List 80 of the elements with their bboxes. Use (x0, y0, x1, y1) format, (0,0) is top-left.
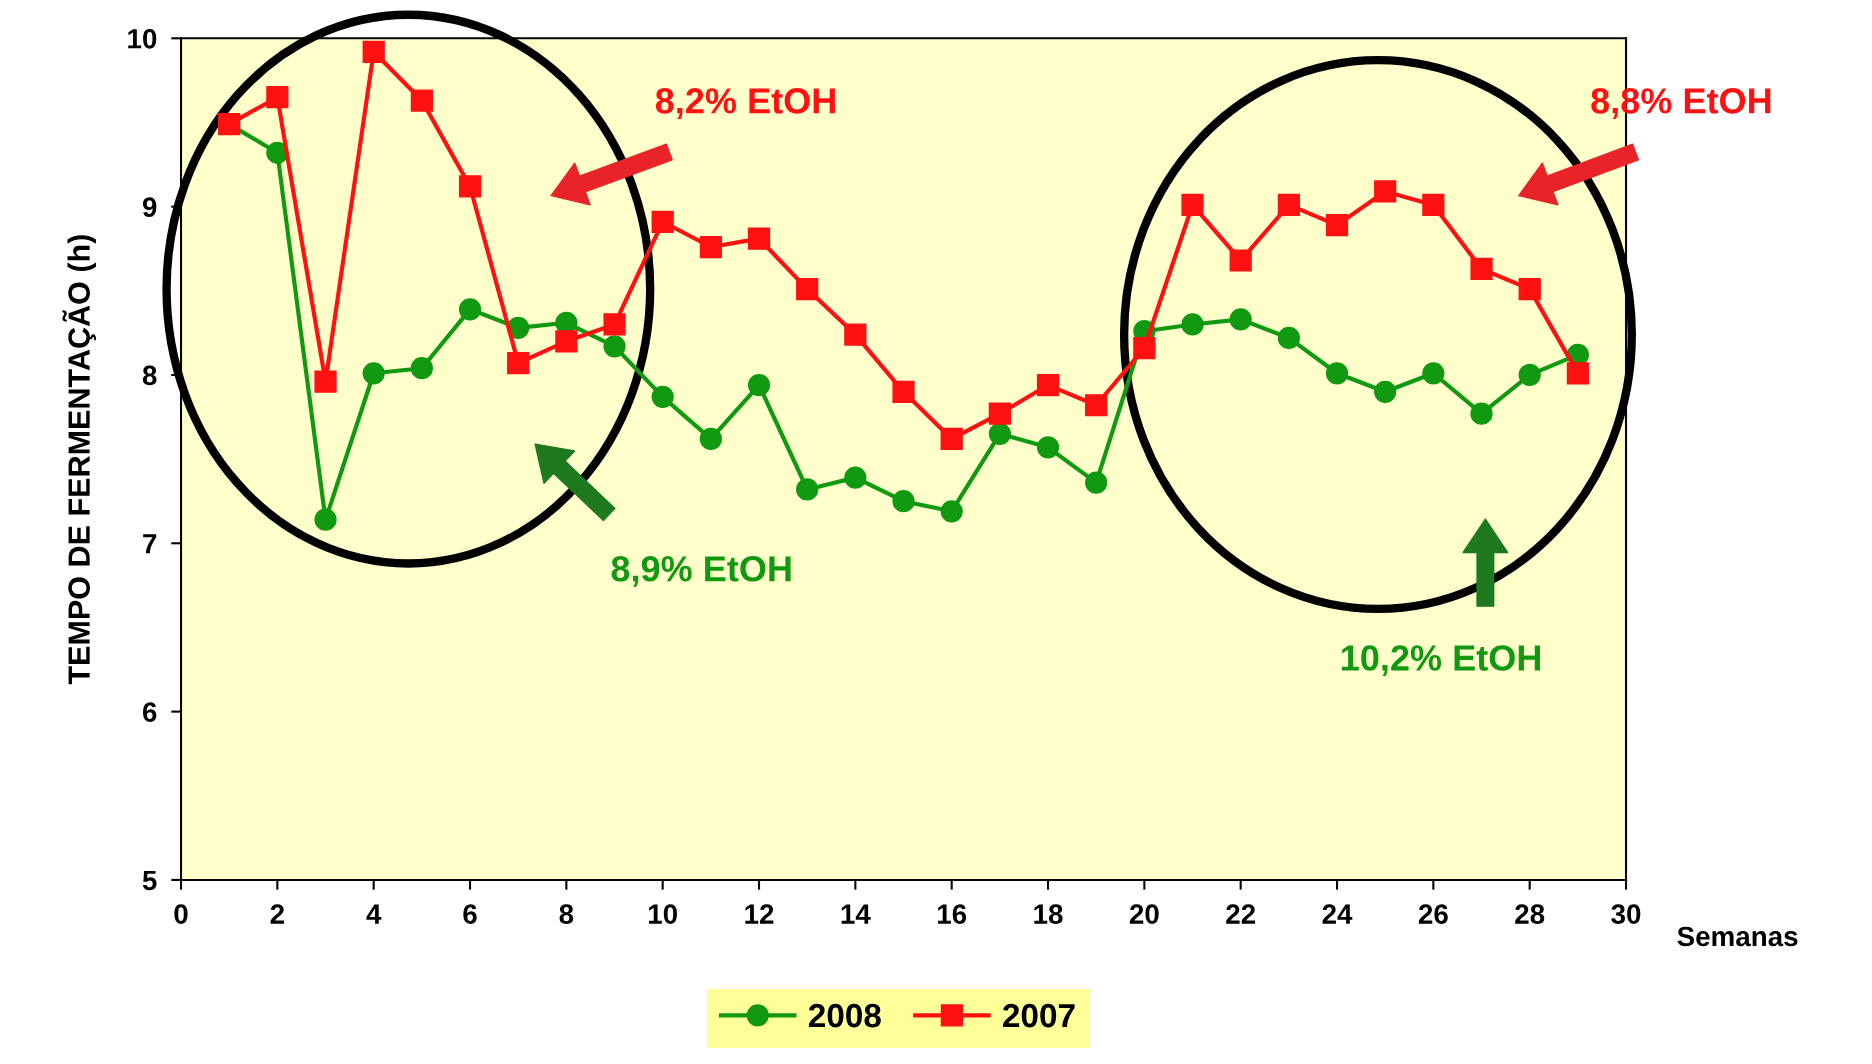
x-tick-label: 26 (1418, 904, 1448, 924)
point (699, 427, 722, 451)
point (1277, 326, 1300, 350)
point (458, 298, 482, 321)
point (651, 385, 674, 408)
x-tick-label: 28 (1515, 904, 1545, 924)
y-tick-label: 5 (142, 870, 157, 891)
point (1374, 380, 1397, 403)
x-tick-label: 22 (1226, 904, 1256, 924)
point (1229, 308, 1252, 331)
point (555, 330, 578, 353)
point (603, 335, 626, 358)
point (796, 277, 819, 301)
x-tick-label: 8 (559, 904, 574, 924)
point (314, 370, 337, 393)
point (1470, 402, 1493, 425)
x-tick-label: 20 (1129, 904, 1159, 924)
point (410, 89, 433, 112)
point (1229, 249, 1252, 272)
point (1470, 257, 1493, 281)
point (1036, 373, 1060, 397)
point (1374, 180, 1397, 203)
annotation: 10,2% EtOH (1341, 645, 1540, 677)
x-tick-label: 4 (366, 904, 382, 924)
point (1181, 193, 1204, 217)
point (1422, 362, 1445, 385)
x-tick-label: 14 (841, 904, 871, 924)
point (796, 478, 819, 501)
point (362, 40, 385, 63)
point (458, 175, 482, 198)
point (988, 402, 1011, 425)
point (892, 380, 915, 403)
x-tick-label: 2 (270, 904, 284, 924)
point (747, 373, 771, 397)
point (1518, 363, 1541, 387)
y-tick-label: 10 (128, 28, 157, 49)
point (699, 235, 722, 259)
point (892, 490, 915, 513)
x-tick-label: 18 (1034, 904, 1063, 924)
y-axis-title: TEMPO DE FERMENTAÇÃO (h) (62, 235, 96, 685)
point (940, 427, 963, 451)
x-tick-label: 12 (745, 904, 774, 924)
point (844, 323, 867, 346)
point (1325, 214, 1349, 237)
point (747, 227, 771, 250)
point (603, 313, 626, 336)
point (314, 508, 337, 531)
point (507, 352, 530, 375)
point (362, 362, 385, 385)
point (1325, 362, 1349, 385)
point (1181, 313, 1204, 336)
point (410, 357, 433, 380)
x-tick-label: 16 (937, 904, 967, 924)
point (1085, 394, 1108, 417)
point (1277, 193, 1300, 217)
x-tick-label: 30 (1611, 904, 1641, 924)
x-tick-label: 24 (1322, 904, 1353, 924)
point (1518, 277, 1541, 301)
y-tick-label: 9 (142, 197, 157, 217)
point (988, 422, 1011, 445)
point (651, 210, 674, 233)
y-tick-label: 8 (142, 365, 157, 386)
point (1133, 336, 1156, 360)
x-tick-label: 10 (648, 904, 677, 924)
y-tick-label: 6 (142, 702, 157, 722)
point (266, 86, 289, 109)
point (940, 500, 963, 523)
x-axis-title: Semanas (1677, 926, 1798, 947)
annotation: 8,2% EtOH (655, 88, 835, 119)
point (1566, 362, 1589, 385)
legend-label: 2007 (1003, 1003, 1075, 1028)
point (844, 466, 867, 489)
y-tick-label: 7 (143, 534, 157, 554)
point (1036, 436, 1060, 459)
x-tick-label: 6 (463, 904, 477, 924)
point (1422, 193, 1445, 217)
annotation: 8,9% EtOH (611, 556, 791, 587)
point (1085, 471, 1108, 494)
legend-label: 2008 (808, 1003, 881, 1028)
x-tick-label: 0 (174, 904, 188, 924)
